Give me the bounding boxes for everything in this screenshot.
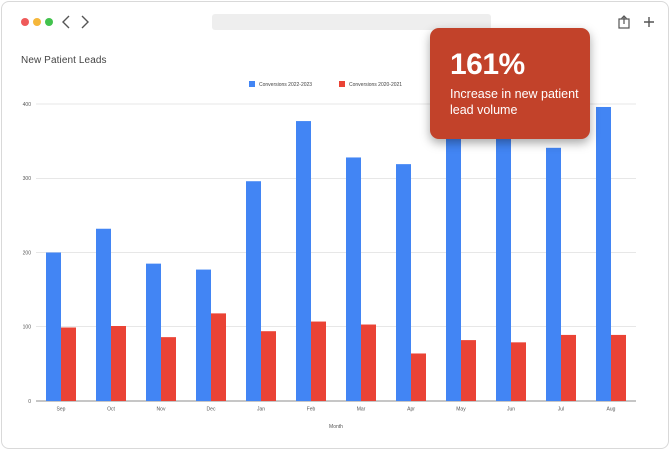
x-axis-label: Month <box>329 424 343 430</box>
bar-2022-2023 <box>446 122 461 401</box>
x-tick-label: Feb <box>307 407 316 413</box>
legend-swatch <box>339 81 345 87</box>
bar-2022-2023 <box>196 269 211 401</box>
y-tick-label: 100 <box>23 325 32 331</box>
bar-2022-2023 <box>346 157 361 401</box>
bar-2020-2021 <box>461 340 476 401</box>
bar-2020-2021 <box>611 334 626 401</box>
bar-2020-2021 <box>511 342 526 401</box>
chevron-right-icon[interactable] <box>77 14 91 30</box>
x-tick-label: Nov <box>157 407 166 413</box>
bar-2020-2021 <box>411 353 426 401</box>
share-icon[interactable] <box>616 14 632 30</box>
browser-toolbar <box>2 2 668 40</box>
minimize-window-button[interactable] <box>33 18 41 26</box>
x-tick-label: Jun <box>507 407 515 413</box>
bar-2022-2023 <box>496 129 511 401</box>
bar-2020-2021 <box>261 331 276 401</box>
x-tick-label: Jul <box>558 407 564 413</box>
x-tick-label: Aug <box>607 407 616 413</box>
bar-2020-2021 <box>161 337 176 401</box>
bar-2022-2023 <box>296 121 311 401</box>
plus-icon[interactable] <box>641 14 657 30</box>
x-tick-label: Dec <box>207 407 216 413</box>
stat-callout: 161% Increase in new patient lead volume <box>430 28 590 139</box>
x-tick-label: Jan <box>257 407 265 413</box>
maximize-window-button[interactable] <box>45 18 53 26</box>
bar-2022-2023 <box>46 252 61 401</box>
legend-swatch <box>249 81 255 87</box>
x-tick-label: Mar <box>357 407 366 413</box>
callout-value: 161% <box>450 48 525 81</box>
y-tick-label: 400 <box>23 102 32 108</box>
x-tick-label: Apr <box>407 407 415 413</box>
chart-title: New Patient Leads <box>21 55 107 66</box>
y-tick-label: 200 <box>23 250 32 256</box>
legend-label: Conversions 2020-2021 <box>349 82 402 88</box>
bar-2020-2021 <box>211 313 226 401</box>
bar-2020-2021 <box>361 324 376 401</box>
bar-2020-2021 <box>561 334 576 401</box>
x-tick-label: May <box>456 407 466 413</box>
bar-2022-2023 <box>146 263 161 401</box>
close-window-button[interactable] <box>21 18 29 26</box>
bar-2020-2021 <box>61 327 76 401</box>
bar-2020-2021 <box>311 321 326 401</box>
bar-2022-2023 <box>96 228 111 401</box>
y-tick-label: 0 <box>28 399 31 405</box>
legend-label: Conversions 2022-2023 <box>259 82 312 88</box>
bar-2022-2023 <box>396 164 411 401</box>
bar-2022-2023 <box>246 181 261 401</box>
bar-2022-2023 <box>546 147 561 401</box>
address-bar[interactable] <box>212 14 491 30</box>
chevron-left-icon[interactable] <box>60 14 74 30</box>
callout-text: Increase in new patient lead volume <box>450 87 579 117</box>
x-tick-label: Oct <box>107 407 115 413</box>
bar-2020-2021 <box>111 326 126 401</box>
y-tick-label: 300 <box>23 176 32 182</box>
x-tick-label: Sep <box>57 407 66 413</box>
bar-2022-2023 <box>596 106 611 401</box>
